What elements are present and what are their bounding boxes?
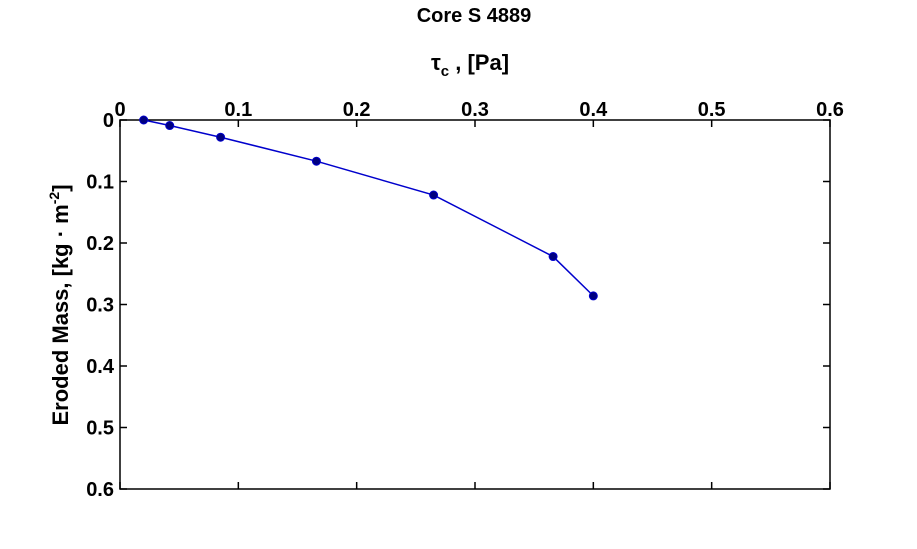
x-tick-label-5: 0.5	[698, 99, 726, 121]
x-tick-label-2: 0.2	[343, 99, 371, 121]
x-tick-label-3: 0.3	[461, 99, 489, 121]
data-point-5	[548, 252, 558, 262]
x-tick-label-0: 0	[114, 99, 125, 121]
y-ticks: 0 0.1 0.2 0.3 0.4 0.5 0.6	[86, 110, 830, 501]
x-axis-label: τc , [Pa]	[431, 50, 509, 80]
data-point-2	[216, 132, 226, 142]
chart-title: Core S 4889	[417, 5, 532, 27]
y-axis-label: Eroded Mass, [kg · m-2]	[46, 184, 73, 425]
data-point-4	[429, 190, 439, 200]
y-tick-label-4: 0.4	[86, 356, 115, 378]
data-series	[139, 115, 598, 301]
y-tick-label-5: 0.5	[86, 418, 114, 440]
y-tick-label-6: 0.6	[86, 479, 114, 501]
data-point-0	[139, 115, 149, 125]
data-point-3	[311, 156, 321, 166]
data-point-6	[588, 291, 598, 301]
x-ticks: 0 0.1 0.2 0.3 0.4 0.5 0.6	[114, 99, 844, 489]
plot-area	[119, 119, 831, 490]
data-point-1	[165, 121, 175, 131]
y-tick-label-2: 0.2	[86, 233, 114, 255]
y-tick-label-1: 0.1	[86, 172, 114, 194]
x-tick-label-1: 0.1	[224, 99, 252, 121]
y-tick-label-3: 0.3	[86, 295, 114, 317]
x-tick-label-6: 0.6	[816, 99, 844, 121]
series-line-0	[143, 119, 594, 297]
y-tick-label-0: 0	[103, 110, 114, 132]
x-tick-label-4: 0.4	[579, 99, 608, 121]
